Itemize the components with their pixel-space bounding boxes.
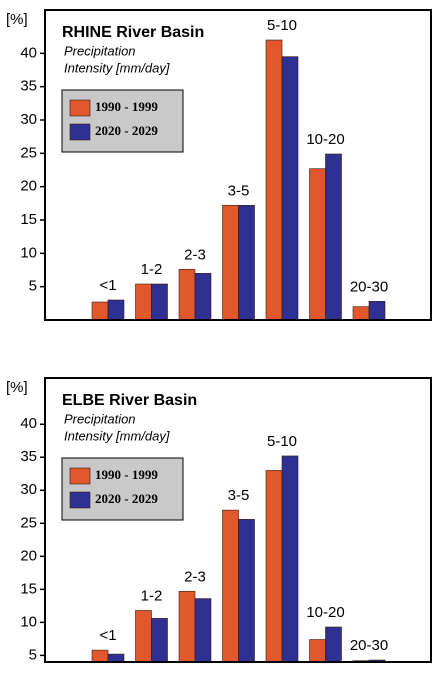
- category-label: <1: [99, 627, 116, 644]
- bar: [178, 591, 196, 663]
- legend-label: 2020 - 2029: [95, 123, 158, 138]
- bar: [309, 639, 326, 663]
- plot-frame: [44, 9, 432, 321]
- bar: [265, 470, 283, 663]
- category-label: 20-30: [350, 278, 388, 295]
- category-label: 10-20: [306, 604, 344, 621]
- bar: [194, 598, 212, 663]
- bar: [238, 205, 255, 321]
- bar: [135, 283, 152, 321]
- y-tick-label: 30: [20, 481, 37, 498]
- legend-label: 2020 - 2029: [95, 491, 158, 506]
- bar: [325, 153, 342, 321]
- chart-title: RHINE River Basin: [62, 24, 204, 41]
- category-label: <1: [99, 277, 116, 294]
- y-axis-label: [%]: [6, 11, 28, 28]
- y-tick-label: 20: [20, 547, 37, 564]
- y-tick-label: 25: [20, 144, 37, 161]
- y-tick-label: 35: [20, 78, 37, 95]
- y-tick-label: 25: [20, 514, 37, 531]
- y-axis-label: [%]: [6, 379, 28, 396]
- y-tick-label: 30: [20, 111, 37, 128]
- y-tick-label: 10: [20, 613, 37, 630]
- y-tick-label: 15: [20, 211, 37, 228]
- bar: [151, 283, 168, 321]
- bar: [238, 519, 255, 663]
- legend-label: 1990 - 1999: [95, 99, 158, 114]
- subtitle: Precipitation: [64, 411, 136, 426]
- category-label: 1-2: [141, 261, 163, 278]
- bar: [178, 269, 196, 321]
- bar: [352, 306, 370, 321]
- y-tick-label: 35: [20, 448, 37, 465]
- category-label: 2-3: [184, 568, 206, 585]
- y-tick-label: 5: [29, 646, 37, 663]
- legend-swatch: [69, 491, 91, 509]
- y-tick-label: 5: [29, 278, 37, 295]
- chart-title: ELBE River Basin: [62, 392, 197, 409]
- legend-label: 1990 - 1999: [95, 467, 158, 482]
- subtitle: Intensity [mm/day]: [64, 428, 170, 443]
- legend-swatch: [69, 99, 91, 117]
- category-label: 2-3: [184, 246, 206, 263]
- y-tick-label: 40: [20, 415, 37, 432]
- y-tick-label: 40: [20, 44, 37, 61]
- bar: [222, 205, 239, 321]
- bar: [309, 168, 326, 321]
- category-label: 3-5: [228, 487, 250, 504]
- bar: [151, 618, 168, 663]
- category-label: 20-30: [350, 637, 388, 654]
- bar: [194, 273, 212, 321]
- category-label: 3-5: [228, 182, 250, 199]
- bar: [91, 301, 109, 321]
- legend-swatch: [69, 123, 91, 141]
- category-label: 5-10: [267, 17, 297, 34]
- bar: [281, 455, 299, 663]
- legend-swatch: [69, 467, 91, 485]
- bar: [265, 39, 283, 321]
- legend-box: [61, 89, 184, 153]
- y-tick-label: 15: [20, 580, 37, 597]
- category-label: 10-20: [306, 131, 344, 148]
- bar: [368, 301, 386, 321]
- category-label: 5-10: [267, 433, 297, 450]
- bar: [222, 509, 239, 663]
- bar: [325, 626, 342, 663]
- bar: [135, 610, 152, 663]
- bar: [107, 299, 125, 321]
- bar: [281, 56, 299, 321]
- bar: [107, 653, 125, 663]
- bar: [91, 649, 109, 663]
- y-tick-label: 10: [20, 244, 37, 261]
- subtitle: Intensity [mm/day]: [64, 60, 170, 75]
- subtitle: Precipitation: [64, 43, 136, 58]
- plot-frame: [44, 377, 432, 663]
- y-tick-label: 20: [20, 178, 37, 195]
- category-label: 1-2: [141, 587, 163, 604]
